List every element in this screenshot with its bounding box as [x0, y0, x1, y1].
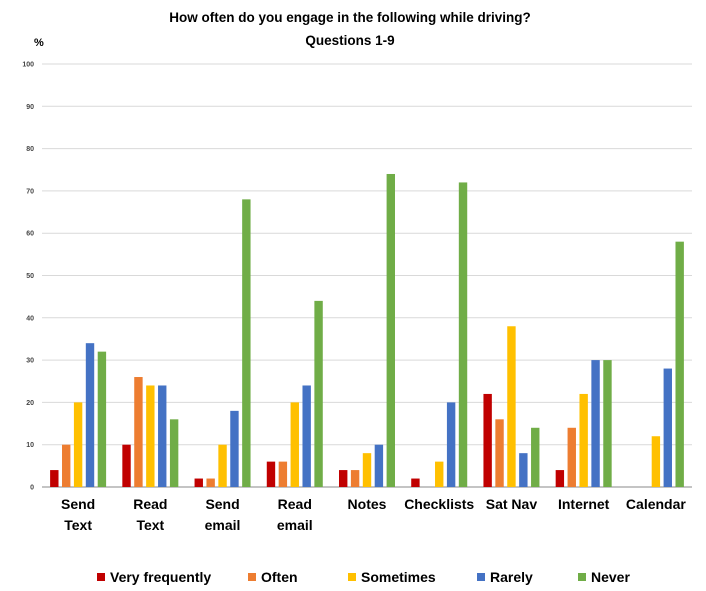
bar [266, 461, 276, 487]
x-tick-label: Sat Nav [486, 496, 538, 512]
bar [362, 453, 372, 487]
y-tick-label: 20 [26, 400, 34, 407]
y-tick-label: 0 [30, 485, 34, 492]
y-tick-label: 70 [26, 188, 34, 195]
x-tick-label: Text [136, 517, 164, 533]
x-tick-label: Internet [558, 496, 610, 512]
bar [567, 427, 576, 487]
bar [350, 470, 360, 487]
x-tick-label: Send [205, 496, 239, 512]
x-tick-label: Send [61, 496, 95, 512]
bar [663, 368, 672, 487]
bar [290, 402, 299, 487]
legend-label: Never [591, 569, 630, 585]
bar [169, 419, 179, 487]
bar [50, 470, 59, 487]
legend-swatch [248, 573, 256, 581]
legend: Very frequently Often Sometimes Rarely Never [97, 569, 630, 585]
bar [230, 410, 239, 487]
chart-subtitle: Questions 1-9 [305, 33, 394, 48]
bar [483, 393, 492, 487]
x-tick-label: Text [64, 517, 92, 533]
bar [134, 377, 143, 487]
bar [97, 351, 107, 487]
bar [206, 478, 215, 487]
bar [302, 385, 311, 487]
x-tick-labels: Send Text Read Text Send email Read email Notes C… [61, 496, 686, 533]
bar [218, 444, 227, 487]
y-axis-label: % [34, 37, 44, 49]
x-tick-label: Notes [348, 496, 387, 512]
bar [603, 360, 612, 487]
bar [146, 385, 155, 487]
bar [579, 393, 588, 487]
x-tick-label: Calendar [626, 496, 686, 512]
bar [446, 402, 456, 487]
bar [314, 300, 323, 487]
y-tick-label: 40 [26, 315, 34, 322]
bar [242, 199, 251, 488]
bar [339, 470, 348, 487]
y-tick-label: 50 [26, 273, 34, 280]
legend-swatch [97, 573, 105, 581]
bar [62, 444, 71, 487]
bar [85, 343, 95, 487]
x-tick-label: Read [278, 496, 312, 512]
bar [435, 461, 444, 487]
bar [278, 461, 288, 487]
y-tick-label: 100 [22, 62, 34, 69]
x-tick-label: Read [133, 496, 167, 512]
bar [651, 436, 661, 487]
y-tick-label: 60 [26, 231, 34, 238]
x-tick-label: Checklists [404, 496, 474, 512]
legend-label: Often [261, 569, 298, 585]
bar [519, 453, 528, 487]
y-tick-labels: 0 10 20 30 40 50 60 70 80 90 100 [22, 62, 34, 492]
bar [507, 326, 516, 487]
legend-swatch [477, 573, 485, 581]
bar [73, 402, 83, 487]
bar [495, 419, 504, 487]
bar [675, 241, 684, 487]
y-tick-label: 80 [26, 146, 34, 153]
legend-swatch [578, 573, 586, 581]
x-tick-label: email [277, 517, 313, 533]
legend-label: Very frequently [110, 569, 211, 585]
y-tick-label: 10 [26, 442, 34, 449]
bar [555, 470, 565, 487]
legend-swatch [348, 573, 356, 581]
legend-label: Sometimes [361, 569, 436, 585]
bar [194, 478, 203, 487]
x-tick-label: email [205, 517, 241, 533]
bar [411, 478, 420, 487]
bar [591, 360, 600, 487]
bar [158, 385, 167, 487]
bar [531, 427, 540, 487]
bar [386, 173, 395, 488]
bars [50, 173, 684, 488]
bar [122, 444, 131, 487]
chart-title: How often do you engage in the following… [169, 10, 531, 25]
bar [374, 444, 384, 487]
y-tick-label: 90 [26, 104, 34, 111]
y-tick-label: 30 [26, 358, 34, 365]
bar [458, 182, 468, 487]
legend-label: Rarely [490, 569, 533, 585]
